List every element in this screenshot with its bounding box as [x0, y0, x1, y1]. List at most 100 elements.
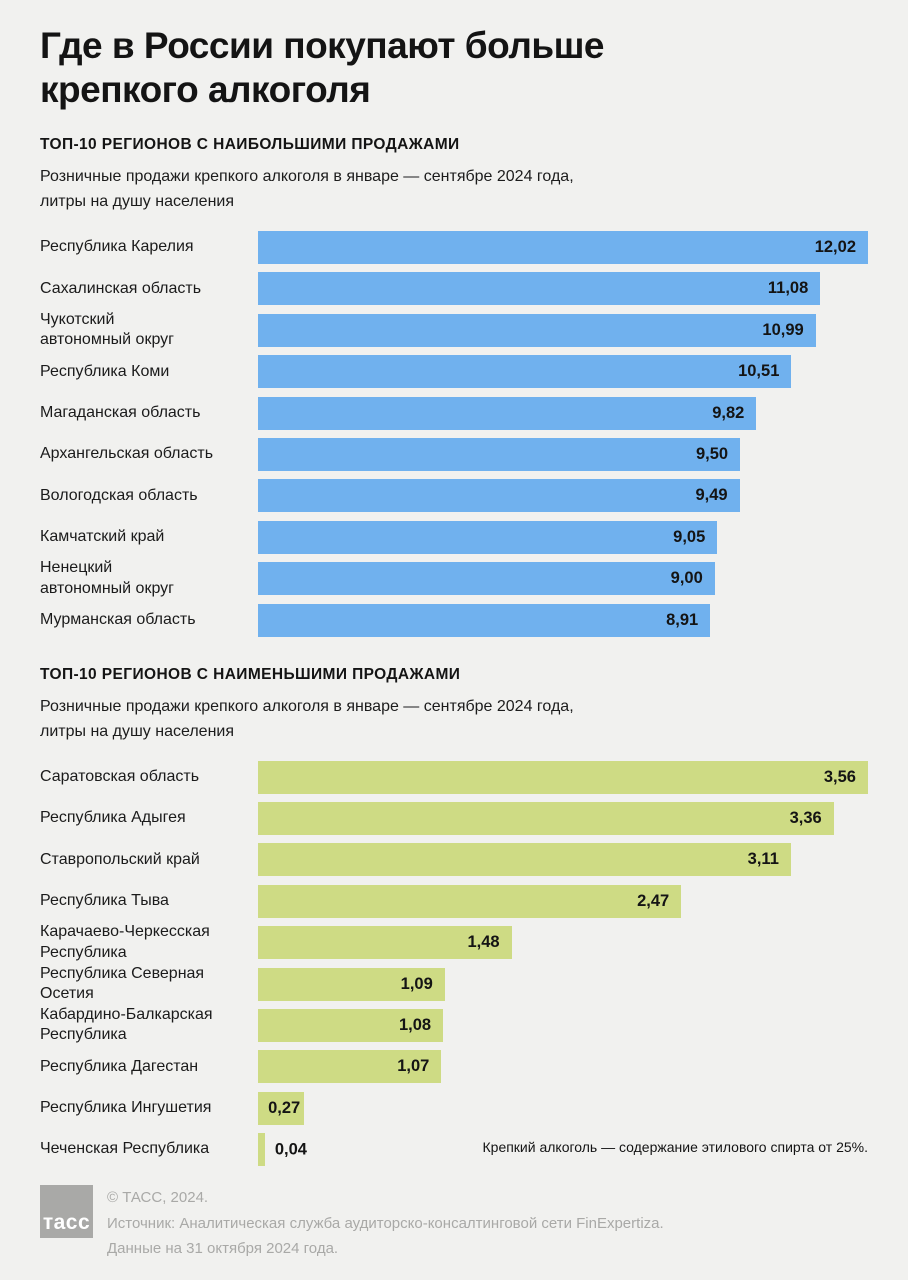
bar-value: 1,07 [397, 1057, 430, 1076]
chart-row: Карачаево-Черкесская Республика 1,48 [40, 922, 868, 963]
bar-value: 0,27 [268, 1098, 301, 1117]
footer-copyright: © ТАСС, 2024. [107, 1189, 209, 1207]
bar-track: 9,82 [258, 396, 868, 430]
bar-track: 9,49 [258, 479, 868, 513]
footnote: Крепкий алкоголь — содержание этилового … [482, 1139, 869, 1156]
bar-value: 9,50 [695, 445, 729, 464]
chart-row: Саратовская область 3,56 [40, 756, 868, 797]
bar-track: 9,00 [258, 562, 868, 596]
bar: 8,91 [258, 603, 711, 637]
bar-track: 10,99 [258, 313, 868, 347]
bar-track: 1,07 [258, 1050, 868, 1084]
chart-title: ТОП-10 РЕГИОНОВ С НАИБОЛЬШИМИ ПРОДАЖАМИ [40, 136, 460, 154]
footer-source: Источник: Аналитическая служба аудиторск… [107, 1214, 664, 1232]
bar-label: Ставропольский край [40, 850, 200, 868]
bar-label: Республика Дагестан [40, 1057, 199, 1075]
bar-label: Республика Карелия [40, 238, 194, 256]
bar-label: Архангельская область [40, 445, 214, 463]
chart-row: Архангельская область 9,50 [40, 434, 868, 475]
bar-value: 3,11 [747, 850, 779, 869]
bar: 1,48 [258, 926, 512, 960]
bar-track: 10,51 [258, 355, 868, 389]
chart-row: Республика Коми 10,51 [40, 351, 868, 392]
bar-track: 1,08 [258, 1008, 868, 1042]
chart-row: Камчатский край 9,05 [40, 517, 868, 558]
bar: 9,49 [258, 479, 740, 513]
bar-value: 2,47 [637, 891, 670, 910]
bar: 9,50 [258, 438, 741, 472]
bar-label: Республика Ингушетия [40, 1098, 212, 1116]
bar-track: 1,09 [258, 967, 868, 1001]
bar-value: 3,56 [823, 767, 856, 786]
chart-row: Республика Карелия 12,02 [40, 227, 868, 268]
chart-row: Вологодская область 9,49 [40, 475, 868, 516]
chart-row: Мурманская область 8,91 [40, 599, 868, 640]
bar: 10,51 [258, 355, 792, 389]
bar-rows: Республика Карелия 12,02 Сахалинская облас… [40, 227, 868, 641]
bar: 1,09 [258, 967, 445, 1001]
bar: 0,27 [258, 1091, 305, 1125]
bar-value: 10,51 [738, 362, 780, 381]
chart-row: Ставропольский край 3,11 [40, 839, 868, 880]
chart-row: Республика Адыгея 3,36 [40, 798, 868, 839]
bar-label: Камчатский край [40, 528, 165, 546]
bar-track: 3,36 [258, 801, 868, 835]
bar: 1,08 [258, 1008, 444, 1042]
chart-row: Республика Тыва 2,47 [40, 881, 868, 922]
chart-row: Ненецкий автономный округ 9,00 [40, 558, 868, 599]
bar-value: 11,08 [767, 279, 809, 298]
bar-label: Вологодская область [40, 486, 198, 504]
bar-rows: Саратовская область 3,56 Республика Адыгея… [40, 756, 868, 1170]
bar: 3,56 [258, 760, 868, 794]
bar-value: 9,49 [695, 486, 728, 505]
bar-value: 1,08 [398, 1015, 432, 1034]
footer-credits: © ТАСС, 2024. Источник: Аналитическая сл… [107, 1185, 664, 1261]
bar-track: 9,50 [258, 438, 868, 472]
bar-label: Республика Северная Осетия [40, 964, 205, 1003]
bar-track: 12,02 [258, 231, 868, 265]
chart-row: Республика Северная Осетия 1,09 [40, 963, 868, 1004]
bar-label: Чукотский автономный округ [40, 310, 174, 349]
chart-row: Чеченская Республика 0,04 [40, 1129, 868, 1170]
bar-label: Республика Адыгея [40, 809, 186, 827]
chart-top10-highest-sales: ТОП-10 РЕГИОНОВ С НАИБОЛЬШИМИ ПРОДАЖАМИ … [40, 136, 868, 641]
chart-row: Чукотский автономный округ 10,99 [40, 310, 868, 351]
bar-track: 1,48 [258, 926, 868, 960]
chart-row: Кабардино-Балкарская Республика 1,08 [40, 1005, 868, 1046]
bar: 10,99 [258, 313, 816, 347]
bar: 3,11 [258, 843, 791, 877]
chart-row: Республика Ингушетия 0,27 [40, 1088, 868, 1129]
bar: 9,00 [258, 562, 715, 596]
bar-label: Сахалинская область [40, 279, 202, 297]
bar: 2,47 [258, 884, 682, 918]
bar-track: 9,05 [258, 520, 868, 554]
bar-value: 9,05 [673, 527, 706, 546]
bar: 3,36 [258, 801, 834, 835]
bar: 1,07 [258, 1050, 442, 1084]
bar-label: Республика Тыва [40, 892, 169, 910]
footer-data-note: Данные на 31 октября 2024 года. [107, 1239, 339, 1257]
chart-subtitle: Розничные продажи крепкого алкоголя в ян… [40, 168, 574, 211]
chart-row: Республика Дагестан 1,07 [40, 1046, 868, 1087]
chart-row: Магаданская область 9,82 [40, 392, 868, 433]
bar [258, 1133, 265, 1167]
bar-track: 0,27 [258, 1091, 868, 1125]
bar-label: Магаданская область [40, 403, 201, 421]
bar-track: 2,47 [258, 884, 868, 918]
bar-label: Мурманская область [40, 610, 196, 628]
bar-track: 11,08 [258, 272, 868, 306]
bar-value: 9,82 [712, 403, 745, 422]
bar-label: Кабардино-Балкарская Республика [40, 1005, 213, 1044]
bar-value: 0,04 [274, 1140, 307, 1159]
bar-value: 1,48 [467, 933, 500, 952]
bar: 9,82 [258, 396, 757, 430]
chart-row: Сахалинская область 11,08 [40, 268, 868, 309]
bar-value: 12,02 [814, 238, 856, 257]
footer: тасс © ТАСС, 2024. Источник: Аналитическ… [40, 1185, 868, 1261]
bar-label: Карачаево-Черкесская Республика [40, 923, 210, 961]
bar-track: 8,91 [258, 603, 868, 637]
bar: 11,08 [258, 272, 821, 306]
page-title: Где в России покупают больше крепкого ал… [40, 25, 604, 110]
bar-label: Республика Коми [40, 362, 170, 380]
